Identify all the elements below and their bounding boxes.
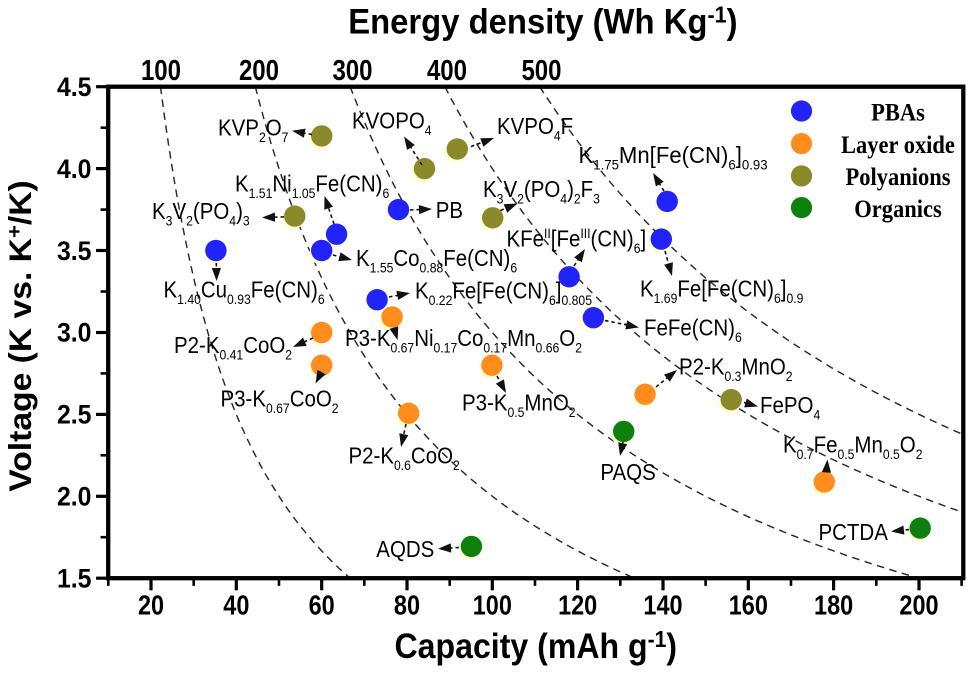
svg-text:140: 140: [643, 591, 682, 621]
svg-text:PBAs: PBAs: [871, 99, 925, 126]
svg-text:KVOPO4​: KVOPO4​: [352, 107, 432, 138]
svg-text:KVP2​O7​: KVP2​O7​: [218, 114, 288, 145]
svg-text:200: 200: [899, 591, 938, 621]
svg-text:PCTDA: PCTDA: [819, 519, 889, 545]
svg-text:PAQS: PAQS: [600, 459, 655, 485]
svg-text:Polyanions: Polyanions: [846, 164, 951, 191]
svg-text:Energy density (Wh Kg-1): Energy density (Wh Kg-1): [348, 2, 737, 42]
svg-text:400: 400: [427, 54, 467, 86]
svg-text:Layer oxide: Layer oxide: [841, 132, 955, 159]
svg-text:100: 100: [141, 54, 181, 86]
svg-text:1.5: 1.5: [57, 565, 92, 594]
svg-text:4.0: 4.0: [57, 155, 92, 184]
svg-text:500: 500: [521, 54, 561, 86]
svg-text:AQDS: AQDS: [376, 536, 434, 562]
svg-text:3.0: 3.0: [57, 319, 92, 348]
svg-text:2.0: 2.0: [57, 483, 92, 512]
svg-text:4.5: 4.5: [57, 73, 92, 102]
svg-text:Organics: Organics: [854, 196, 941, 223]
svg-text:KVPO4​F: KVPO4​F: [497, 113, 573, 144]
svg-text:FeFe(CN)6​: FeFe(CN)6​: [644, 314, 742, 345]
svg-text:Capacity (mAh g-1): Capacity (mAh g-1): [395, 626, 678, 666]
svg-text:120: 120: [558, 591, 597, 621]
svg-text:PB: PB: [436, 197, 463, 223]
svg-text:20: 20: [138, 591, 164, 621]
svg-text:2.5: 2.5: [57, 401, 92, 430]
svg-text:300: 300: [332, 54, 372, 86]
svg-text:80: 80: [394, 591, 420, 621]
svg-text:200: 200: [239, 54, 279, 86]
svg-text:3.5: 3.5: [57, 237, 92, 266]
svg-text:FePO4​: FePO4​: [760, 392, 820, 423]
svg-text:60: 60: [309, 591, 335, 621]
svg-text:160: 160: [729, 591, 768, 621]
svg-text:180: 180: [814, 591, 853, 621]
svg-text:40: 40: [223, 591, 249, 621]
svg-text:KFeII​[FeIII​(CN)6​]: KFeII​[FeIII​(CN)6​]: [506, 225, 646, 256]
svg-text:100: 100: [473, 591, 512, 621]
